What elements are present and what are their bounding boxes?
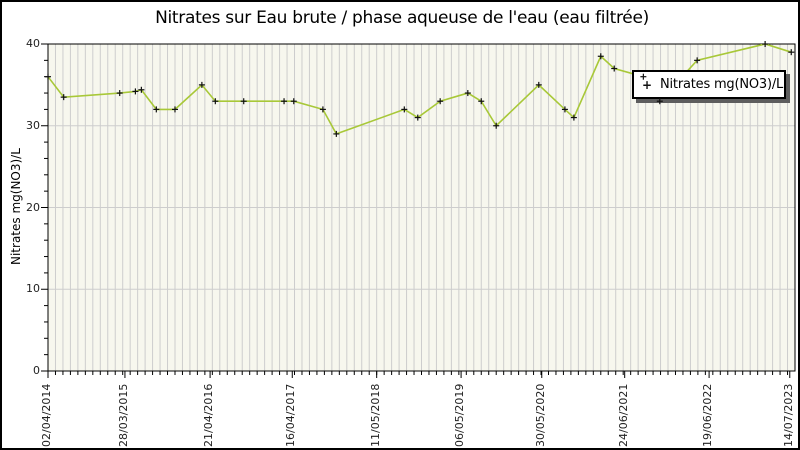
x-tick-label: 11/05/2018: [368, 383, 382, 447]
y-tick-label: 10: [26, 282, 40, 296]
x-tick-label: 21/04/2016: [202, 383, 216, 447]
legend-series-marker-icon: +: [641, 77, 653, 92]
y-tick-label: 0: [33, 364, 40, 377]
y-tick-label: 20: [26, 200, 40, 214]
x-tick-label: 06/05/2019: [453, 383, 467, 447]
x-tick-label: 14/07/2023: [781, 383, 795, 447]
y-tick-label: 30: [26, 118, 40, 132]
legend-series-label: Nitrates mg(NO3)/L: [660, 77, 784, 92]
chart-title: Nitrates sur Eau brute / phase aqueuse d…: [155, 8, 649, 28]
x-tick-label: 19/06/2022: [701, 383, 715, 447]
x-tick-label: 30/05/2020: [533, 383, 547, 447]
data-line: [47, 43, 792, 135]
legend: + Nitrates mg(NO3)/L: [632, 70, 786, 99]
x-tick-label: 28/03/2015: [116, 383, 130, 447]
y-tick-label: 40: [26, 37, 40, 50]
x-tick-label: 02/04/2014: [40, 383, 53, 447]
x-tick-label: 16/04/2017: [284, 383, 298, 447]
x-tick-label: 24/06/2021: [616, 383, 630, 447]
